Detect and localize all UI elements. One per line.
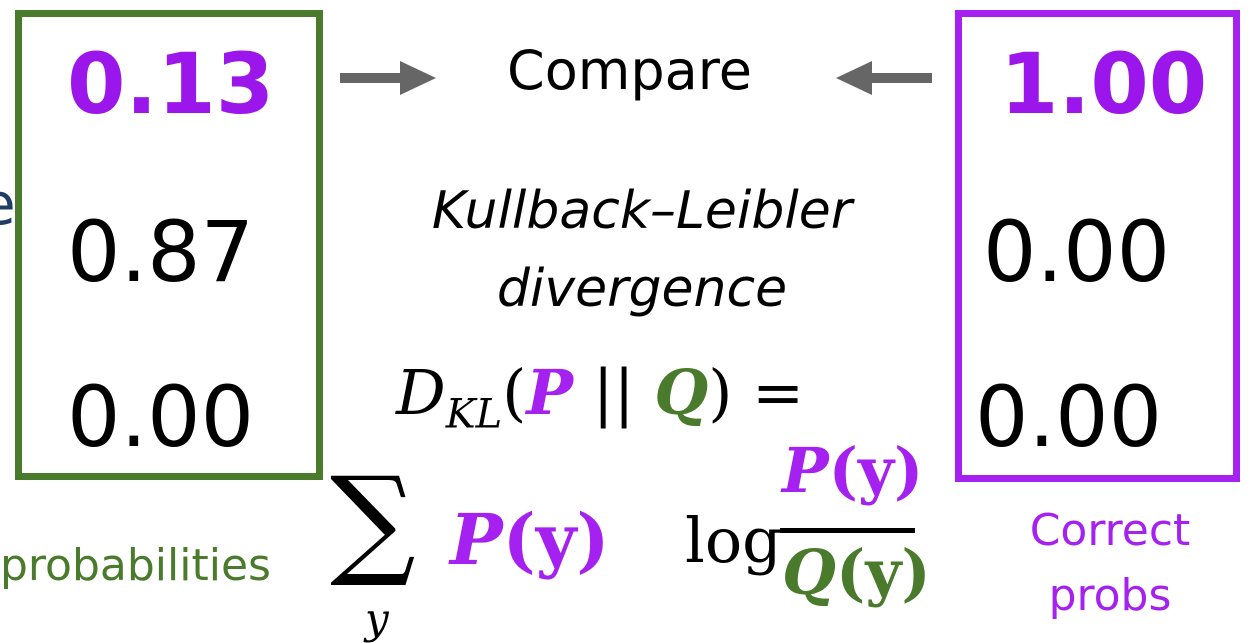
formula-d: D	[396, 356, 446, 429]
predicted-probabilities-box	[15, 10, 323, 480]
sum-symbol: ∑	[330, 452, 416, 591]
correct-value-1: 1.00	[1000, 35, 1208, 133]
term-p: P	[450, 498, 503, 581]
predicted-value-2: 0.87	[67, 203, 255, 301]
divergence-title-line2: divergence	[496, 259, 788, 319]
numerator-p: P	[782, 434, 829, 507]
fraction-numerator: P(y)	[782, 440, 923, 502]
formula-open-paren: (	[502, 356, 527, 429]
divergence-title-line1: Kullback–Leibler	[431, 181, 853, 241]
denominator-q: Q	[782, 536, 837, 609]
formula-close-equals: ) =	[708, 356, 805, 429]
sum-term: P(y)	[450, 505, 610, 575]
cut-off-text: e	[0, 170, 16, 238]
term-y: (y)	[502, 498, 610, 581]
predicted-value-1: 0.13	[67, 35, 275, 133]
compare-label: Compare	[507, 39, 752, 102]
formula-kl-subscript: KL	[445, 391, 503, 438]
fraction-denominator: Q(y)	[782, 542, 931, 604]
correct-probabilities-box	[955, 10, 1240, 482]
arrow-left-icon	[836, 61, 932, 95]
sum-index: y	[365, 594, 389, 643]
denominator-y: (y)	[836, 536, 931, 609]
kl-formula-header: DKL(P || Q) =	[396, 362, 804, 438]
predicted-label: probabilities	[0, 540, 271, 591]
correct-value-3: 0.00	[975, 368, 1163, 466]
correct-label-line2: probs	[1048, 570, 1172, 621]
fraction-bar	[780, 528, 915, 533]
predicted-value-3: 0.00	[67, 368, 255, 466]
numerator-y: (y)	[828, 434, 924, 507]
correct-value-2: 0.00	[983, 203, 1171, 301]
formula-p: P	[526, 356, 573, 429]
formula-double-bar: ||	[592, 356, 635, 429]
correct-label-line1: Correct	[1029, 505, 1191, 556]
log-operator: log	[685, 504, 782, 577]
arrow-right-icon	[340, 61, 436, 95]
formula-q: Q	[654, 356, 709, 429]
